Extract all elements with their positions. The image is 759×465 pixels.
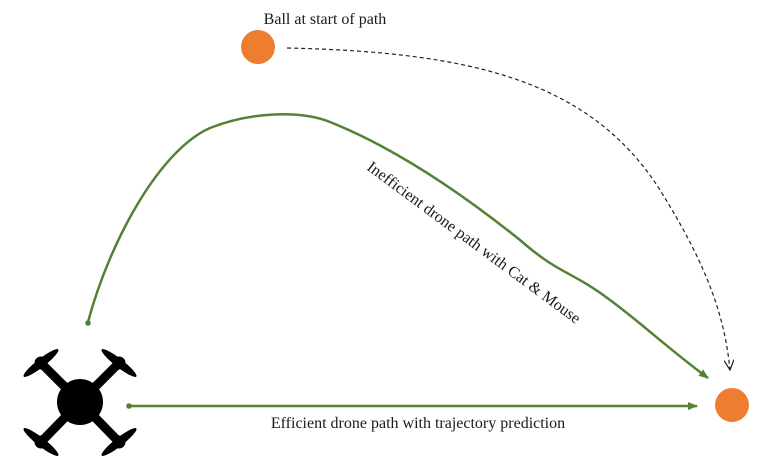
inefficient-path-start-dot: [85, 320, 91, 326]
ball-trajectory-dashed-arrow: [286, 47, 730, 370]
efficient-path-start-dot: [126, 403, 132, 409]
quadcopter-drone-icon: [23, 349, 137, 456]
ball-start: [241, 30, 275, 64]
inefficient-drone-path-arrow: [86, 113, 709, 380]
ball-end: [715, 388, 749, 422]
ball-start-label: Ball at start of path: [264, 11, 387, 28]
efficient-path-label: Efficient drone path with trajectory pre…: [271, 415, 565, 432]
inefficient-path-label: Inefficient drone path with Cat & Mouse: [364, 159, 584, 328]
